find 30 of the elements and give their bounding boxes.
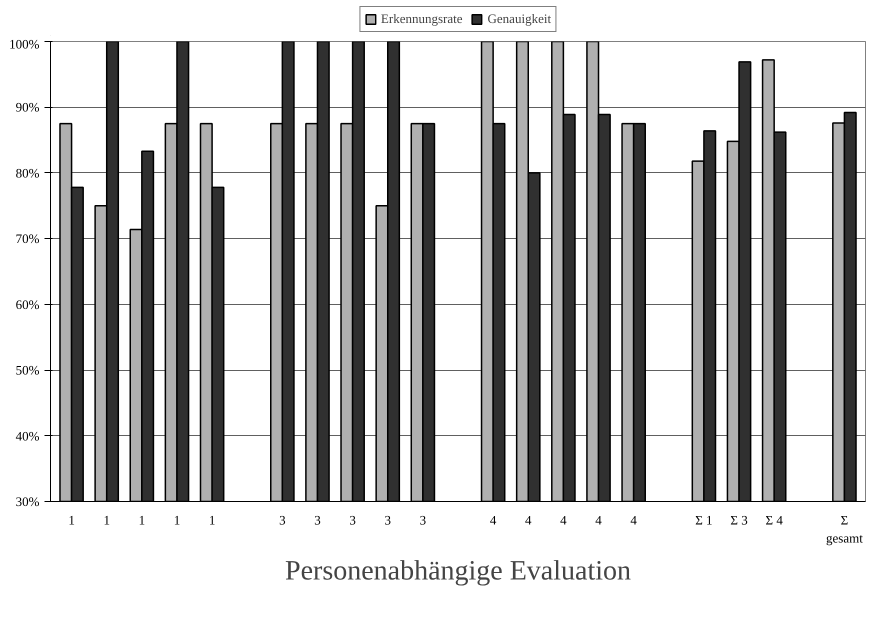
x-tick-label: 1 bbox=[138, 512, 146, 528]
y-tick-label: 40% bbox=[16, 428, 40, 444]
y-tick-label: 50% bbox=[16, 362, 40, 378]
x-tick-label: 3 bbox=[349, 512, 356, 528]
x-tick-label: 1 bbox=[68, 512, 75, 528]
legend-label: Erkennungsrate bbox=[380, 11, 463, 27]
x-tick-label: 3 bbox=[314, 512, 321, 528]
y-tick-label: 100% bbox=[9, 36, 40, 52]
x-tick-label: Σ 3 bbox=[730, 512, 748, 528]
x-tick-label: 3 bbox=[420, 512, 426, 528]
x-tick-label: 1 bbox=[103, 512, 110, 528]
y-tick-label: 80% bbox=[16, 165, 40, 180]
x-tick-label: Σ 1 bbox=[695, 512, 713, 528]
y-tick-label: 70% bbox=[16, 231, 40, 246]
x-tick-label: Σ gesamt bbox=[826, 512, 864, 546]
x-tick-label: 1 bbox=[208, 512, 216, 528]
y-tick-label: 90% bbox=[16, 100, 40, 115]
x-tick-label: 3 bbox=[279, 512, 286, 528]
x-tick-label: 4 bbox=[490, 512, 497, 528]
x-tick-label: 4 bbox=[595, 512, 602, 528]
x-tick-label: 1 bbox=[174, 512, 180, 528]
x-tick-label: 3 bbox=[384, 512, 391, 528]
text: Personenabhängige Evaluation bbox=[284, 556, 632, 586]
x-tick-label: 4 bbox=[525, 512, 532, 528]
y-tick-label: 60% bbox=[16, 296, 40, 312]
legend-label: Genauigkeit bbox=[488, 11, 552, 27]
x-tick-label: 4 bbox=[630, 512, 638, 528]
y-tick-label: 30% bbox=[16, 494, 40, 509]
x-tick-label: Σ 4 bbox=[766, 512, 784, 528]
x-tick-label: 4 bbox=[560, 512, 568, 528]
